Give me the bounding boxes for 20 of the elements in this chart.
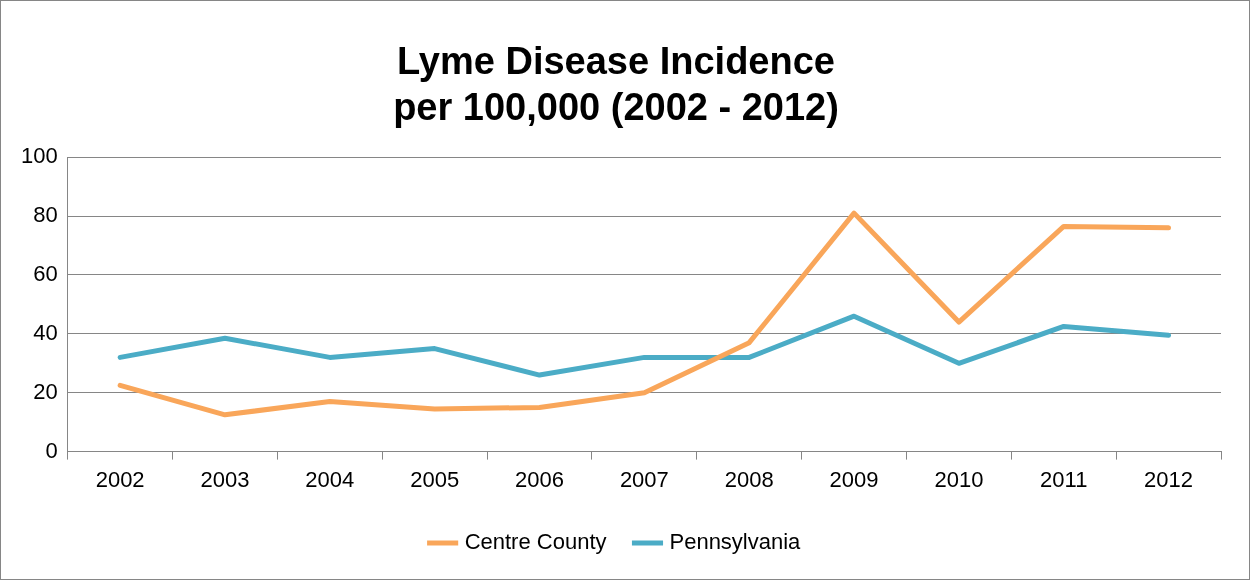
x-tick-label: 2008 [724, 466, 774, 492]
x-tick-label: 2002 [95, 466, 145, 492]
x-tick-label: 2007 [619, 466, 669, 492]
y-tick-label: 100 [20, 143, 58, 169]
x-tick-label: 2010 [934, 466, 984, 492]
x-tick-label: 2004 [305, 466, 355, 492]
y-tick-label: 80 [33, 202, 58, 228]
y-tick-label: 40 [33, 319, 58, 345]
chart-title: Lyme Disease Incidence per 100,000 (2002 - 2012) [393, 40, 839, 128]
legend-label: Pennsylvania [669, 529, 802, 555]
x-tick-label: 2012 [1144, 466, 1194, 492]
y-tick-label: 20 [33, 378, 58, 404]
y-tick-label: 0 [45, 437, 58, 463]
x-tick-label: 2005 [410, 466, 460, 492]
x-tick-label: 2003 [200, 466, 250, 492]
x-tick-label: 2011 [1040, 466, 1088, 492]
x-tick-label: 2009 [829, 466, 879, 492]
y-tick-label: 60 [33, 261, 58, 287]
x-tick-label: 2006 [515, 466, 564, 492]
legend-label: Centre County [464, 529, 607, 555]
